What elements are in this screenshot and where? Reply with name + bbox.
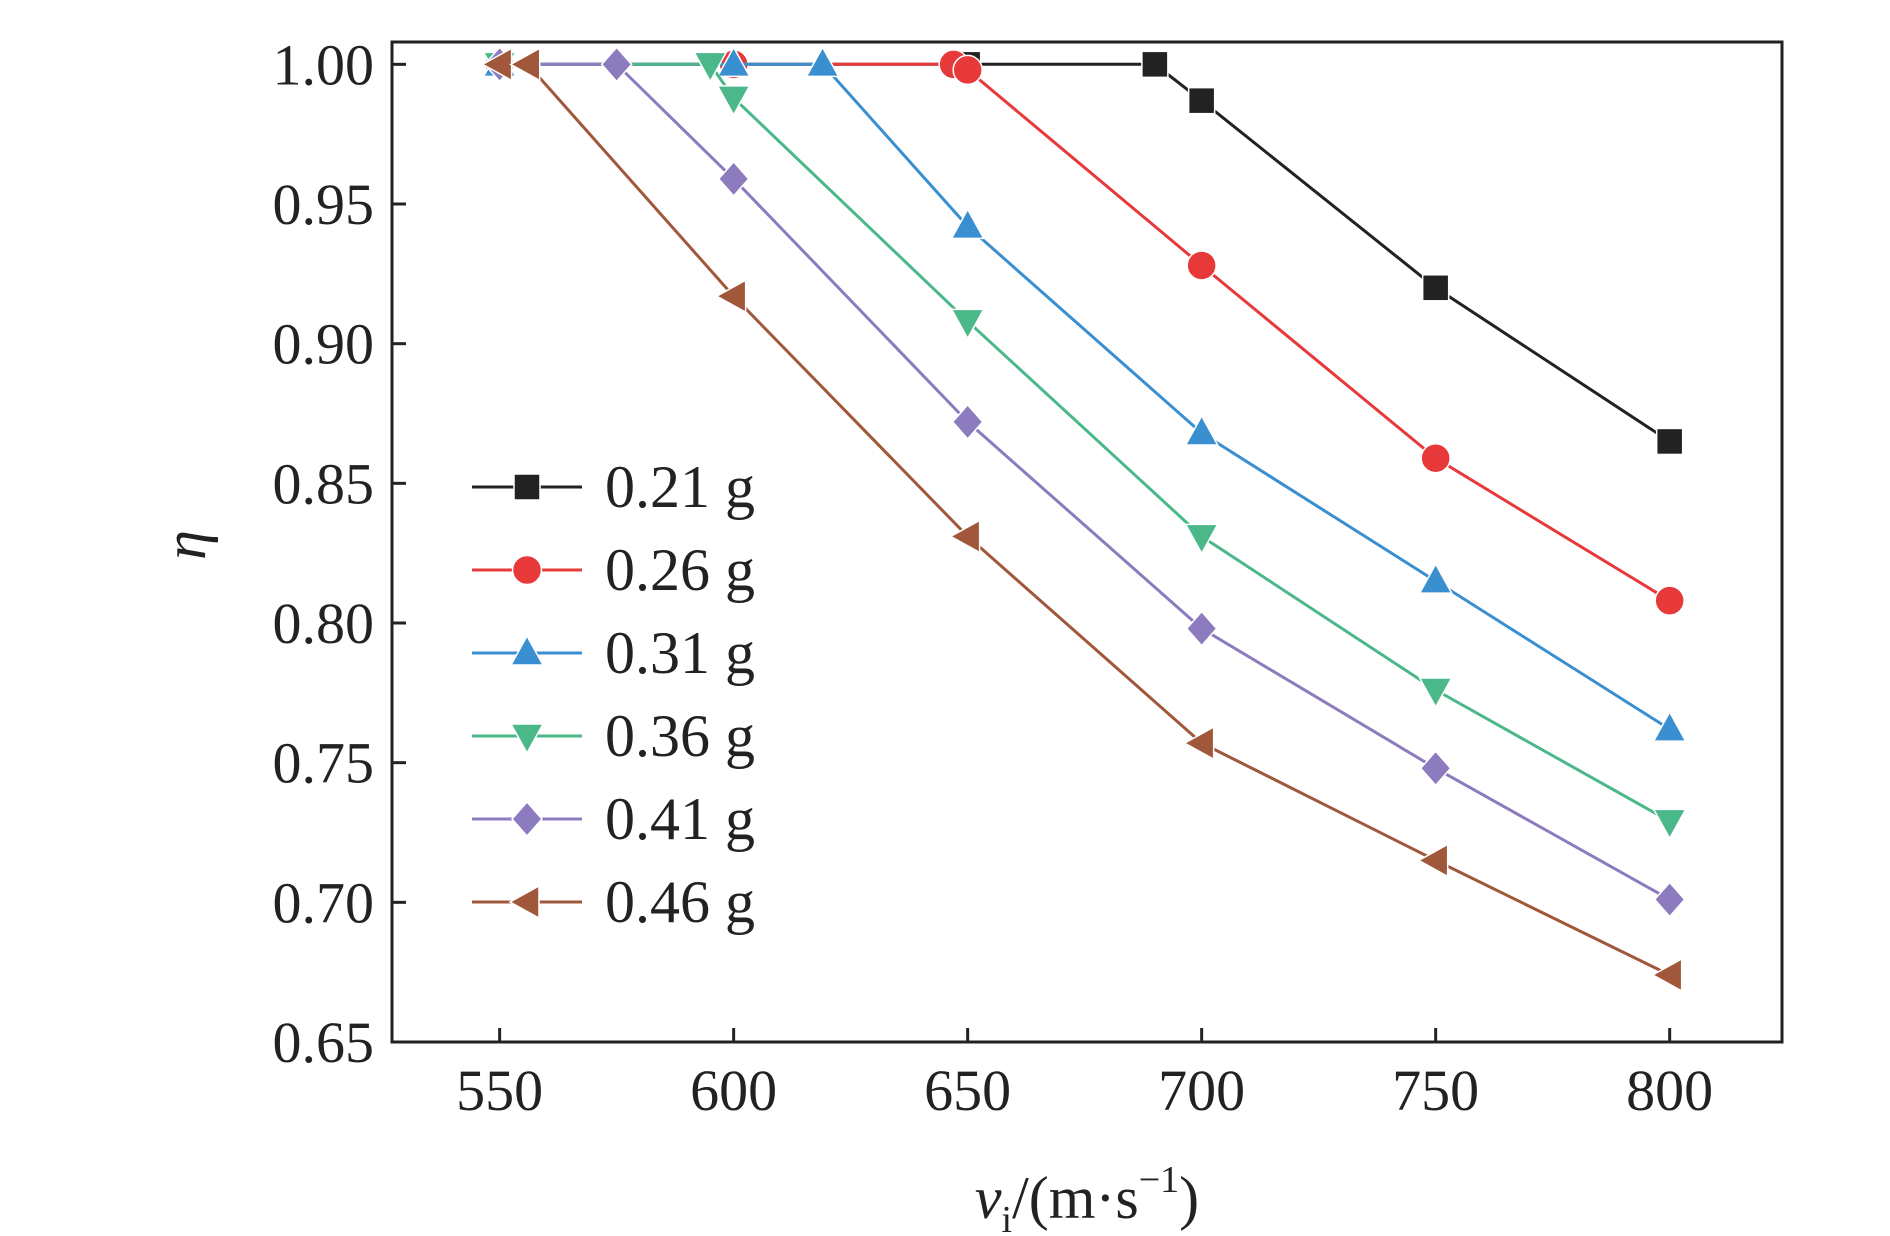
legend-label: 0.41 g	[605, 786, 755, 852]
data-point	[715, 278, 747, 314]
data-point	[1421, 274, 1450, 302]
series-layer	[481, 45, 1687, 993]
series-line	[499, 62, 1671, 602]
legend-label: 0.31 g	[605, 620, 755, 686]
x-tick-label: 650	[924, 1058, 1011, 1123]
y-tick-label: 0.90	[273, 312, 375, 377]
y-axis-title: η	[152, 530, 218, 560]
y-tick-label: 1.00	[273, 32, 375, 97]
data-point	[1655, 427, 1684, 456]
data-point	[509, 47, 541, 82]
legend-label: 0.26 g	[605, 537, 755, 603]
legend-marker	[511, 554, 543, 586]
legend: 0.21 g 0.26 g 0.31 g 0.36 g 0.41 g 0.46 g	[472, 454, 755, 935]
x-axis-title-sup: −1	[1139, 1159, 1179, 1201]
data-point	[1653, 881, 1686, 918]
data-point	[949, 519, 981, 554]
data-point	[1418, 677, 1453, 709]
x-tick-label: 750	[1392, 1058, 1479, 1123]
plot-frame	[390, 40, 1784, 1044]
x-axis-title-unit: /(m·s	[1012, 1165, 1139, 1231]
y-tick-label: 0.95	[273, 172, 375, 237]
x-tick-label: 600	[690, 1058, 777, 1123]
x-tick-label: 800	[1626, 1058, 1713, 1123]
y-tick-label: 0.85	[273, 451, 375, 516]
legend-marker	[508, 884, 540, 920]
data-point	[1186, 250, 1217, 281]
series-6	[481, 47, 1683, 993]
legend-label: 0.21 g	[605, 454, 755, 520]
tick-layer: 550 600 650 700 750 800 0.65 0.70 0.75 0.80 0.85 0.…	[273, 32, 1714, 1123]
y-tick-label: 0.65	[273, 1010, 375, 1075]
x-axis-title: vi/(m·s−1)	[975, 1159, 1199, 1236]
x-tick-label: 550	[456, 1058, 543, 1123]
data-point	[717, 160, 750, 198]
data-point	[1417, 843, 1449, 878]
x-axis-title-var: v	[975, 1165, 1002, 1231]
x-axis-title-sub: i	[1002, 1199, 1013, 1236]
data-point	[1141, 50, 1169, 79]
data-point	[1420, 442, 1451, 474]
data-point	[1184, 523, 1219, 555]
data-point	[951, 403, 984, 441]
data-point	[1184, 414, 1219, 446]
data-point	[692, 51, 728, 83]
data-point	[1419, 750, 1452, 787]
data-point	[1651, 957, 1683, 993]
series-4	[482, 51, 1687, 840]
legend-item: 0.26 g	[472, 537, 755, 603]
y-tick-label: 0.80	[273, 591, 375, 656]
data-point	[1183, 725, 1215, 761]
legend-item: 0.41 g	[472, 786, 755, 852]
legend-label: 0.46 g	[605, 869, 755, 935]
data-point	[805, 45, 840, 78]
legend-item: 0.31 g	[472, 620, 755, 686]
legend-item: 0.36 g	[472, 703, 755, 769]
data-point	[600, 46, 633, 83]
x-tick-label: 700	[1158, 1058, 1245, 1123]
data-point	[716, 85, 751, 117]
legend-item: 0.21 g	[472, 454, 755, 520]
data-point	[1418, 562, 1453, 594]
y-tick-label: 0.70	[273, 870, 375, 935]
data-point	[1185, 610, 1218, 647]
y-tick-label: 0.75	[273, 731, 375, 796]
legend-marker	[509, 634, 545, 666]
legend-marker	[509, 723, 545, 755]
data-point	[716, 45, 751, 78]
legend-item: 0.46 g	[472, 869, 755, 935]
x-axis-title-close: )	[1179, 1165, 1199, 1231]
legend-label: 0.36 g	[605, 703, 755, 769]
data-point	[950, 207, 985, 240]
data-point	[950, 308, 985, 340]
data-point	[1652, 710, 1687, 742]
data-point	[1652, 808, 1687, 840]
data-point	[1654, 585, 1685, 616]
legend-marker	[510, 800, 544, 838]
legend-marker	[513, 473, 541, 501]
data-point	[1187, 86, 1216, 115]
series-5	[483, 46, 1686, 918]
data-point	[952, 54, 983, 86]
